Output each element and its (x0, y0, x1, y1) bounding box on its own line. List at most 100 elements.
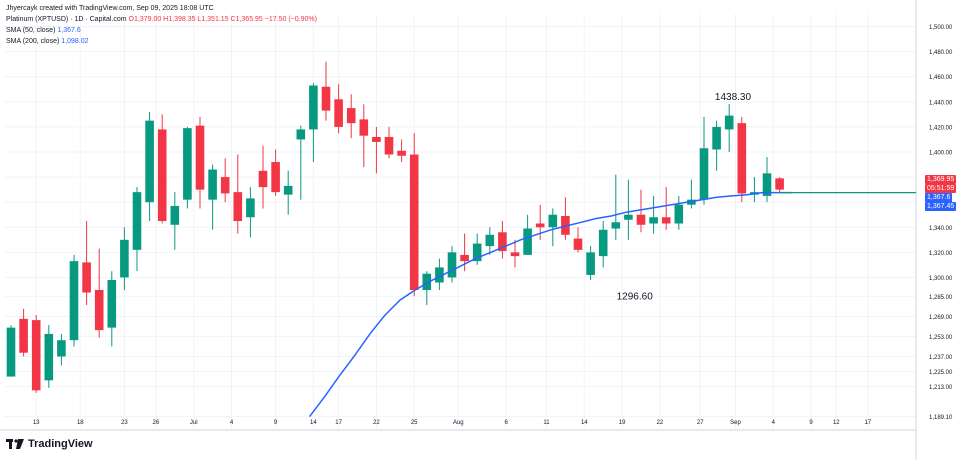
x-tick-label: 22 (373, 420, 380, 426)
candle-body (57, 340, 66, 357)
candle-body (397, 150, 406, 156)
candle-body (649, 217, 658, 224)
chart-legend: Jhyercayk created with TradingView.com, … (6, 3, 317, 47)
candle-body (573, 238, 583, 250)
sma50-label: SMA (50, close) (6, 27, 56, 34)
candle-body (712, 126, 721, 150)
x-tick-label: 22 (657, 420, 664, 426)
candle-body (775, 178, 784, 190)
candle-body (699, 148, 709, 200)
candle-body (195, 125, 205, 190)
symbol-ohlc-line: Platinum (XPTUSD) · 1D · Capital.com O1,… (6, 14, 317, 25)
sma50-legend[interactable]: SMA (50, close) 1,367.6 (6, 25, 317, 36)
y-tick-label: 1,440.00 (929, 100, 953, 106)
x-tick-label: 4 (772, 420, 776, 426)
x-tick-label: Sep (730, 420, 741, 426)
candle-body (548, 214, 558, 228)
candle-body (94, 290, 104, 331)
x-tick-label: 25 (411, 420, 418, 426)
candle-body (170, 205, 180, 225)
candle-body (233, 192, 243, 221)
sma200-legend[interactable]: SMA (200, close) 1,098.02 (6, 36, 317, 47)
sma200-value: 1,098.02 (61, 38, 89, 45)
candle-body (69, 261, 79, 341)
x-tick-label: 11 (543, 420, 550, 426)
x-tick-label: 6 (505, 420, 509, 426)
candle-body (120, 239, 129, 278)
candle-body (674, 204, 684, 224)
candle-body (611, 222, 621, 229)
candle-body (737, 123, 747, 194)
candle-body (586, 252, 595, 275)
candle-body (372, 136, 381, 142)
candle-body (435, 267, 444, 283)
candle-body (384, 136, 394, 155)
x-tick-label: Aug (453, 420, 464, 426)
y-tick-label: 1,500.00 (929, 25, 953, 31)
candle-body (296, 129, 306, 140)
candle-body (283, 185, 293, 195)
x-tick-label: 9 (809, 420, 813, 426)
symbol-name[interactable]: Platinum (XPTUSD) · 1D · Capital.com (6, 16, 127, 23)
countdown-label: 05:51:59 (925, 184, 957, 193)
candle-body (661, 217, 671, 224)
sma-price-label: 1,367.6 (925, 193, 953, 202)
candle-body (82, 262, 91, 293)
tradingview-logo[interactable]: TradingView (6, 438, 93, 450)
candle-body (107, 279, 117, 328)
candle-body (472, 243, 482, 262)
x-tick-label: 18 (77, 420, 84, 426)
high-annotation: 1438.30 (715, 92, 752, 103)
candle-body (321, 86, 331, 111)
candle-body (498, 232, 507, 252)
candle-body (409, 154, 419, 290)
candle-body (624, 214, 633, 220)
candle-body (447, 252, 457, 278)
sma-level-label: 1,367.45 (925, 202, 957, 211)
y-tick-label: 1,237.00 (929, 355, 953, 361)
candle-body (271, 162, 280, 193)
candle-body (460, 254, 469, 262)
y-tick-label: 1,189.10 (929, 415, 953, 421)
y-tick-label: 1,213.00 (929, 385, 953, 391)
candle-body (762, 173, 772, 196)
candle-body (535, 223, 545, 228)
candle-body (145, 120, 154, 203)
x-tick-label: 13 (33, 420, 40, 426)
candle-body (598, 229, 608, 257)
x-tick-label: 23 (121, 420, 128, 426)
x-tick-label: 14 (310, 420, 317, 426)
candle-body (359, 119, 369, 136)
y-tick-label: 1,269.00 (929, 315, 953, 321)
candle-body (220, 177, 230, 194)
sma50-line (309, 191, 793, 418)
candle-body (485, 234, 495, 247)
x-tick-label: 27 (697, 420, 704, 426)
candle-body (19, 318, 28, 353)
x-tick-label: Jul (190, 420, 198, 426)
x-tick-label: 4 (230, 420, 234, 426)
x-tick-label: 26 (153, 420, 160, 426)
x-tick-label: 9 (274, 420, 278, 426)
candle-body (132, 192, 142, 250)
x-tick-label: 19 (619, 420, 626, 426)
candle-body (6, 327, 16, 377)
ohlc-values: O1,379.00 H1,398.35 L1,351.15 C1,365.95 … (128, 16, 317, 23)
candle-body (44, 333, 54, 381)
candle-body (636, 214, 646, 225)
y-tick-label: 1,460.00 (929, 75, 953, 81)
x-tick-label: 12 (833, 420, 840, 426)
sma200-label: SMA (200, close) (6, 38, 60, 45)
x-tick-label: 17 (335, 420, 342, 426)
candle-body (309, 85, 318, 130)
candle-body (258, 170, 268, 188)
candle-body (523, 228, 532, 255)
y-tick-label: 1,340.00 (929, 226, 953, 232)
x-tick-label: 14 (581, 420, 588, 426)
tradingview-logo-icon (6, 439, 24, 449)
candle-body (687, 199, 696, 205)
candle-body (422, 273, 432, 290)
sma50-value: 1,367.6 (57, 27, 81, 34)
y-tick-label: 1,225.00 (929, 370, 953, 376)
